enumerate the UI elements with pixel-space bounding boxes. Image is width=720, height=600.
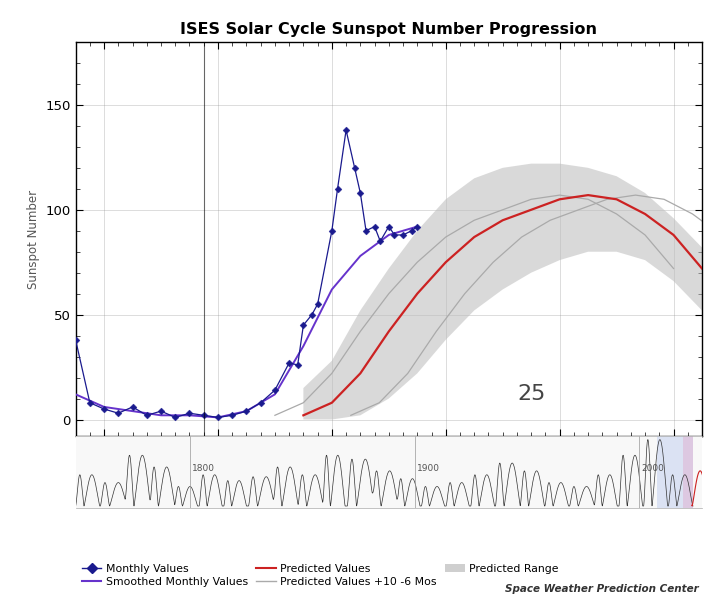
Text: Space Weather Prediction Center: Space Weather Prediction Center [505, 584, 698, 594]
Bar [657, 436, 683, 508]
Y-axis label: Sunspot Number: Sunspot Number [27, 190, 40, 289]
Text: 1800: 1800 [192, 464, 215, 473]
Title: ISES Solar Cycle Sunspot Number Progression: ISES Solar Cycle Sunspot Number Progress… [180, 22, 598, 37]
Bar [683, 436, 693, 508]
Text: 25: 25 [517, 385, 545, 404]
Polygon shape [303, 164, 702, 419]
Text: 1900: 1900 [417, 464, 440, 473]
Bar [683, 436, 693, 508]
Legend: Monthly Values, Smoothed Monthly Values, Predicted Values, Predicted Values +10 : Monthly Values, Smoothed Monthly Values,… [78, 560, 563, 592]
X-axis label: Universal Time: Universal Time [345, 458, 433, 472]
Text: 2000: 2000 [642, 464, 665, 473]
